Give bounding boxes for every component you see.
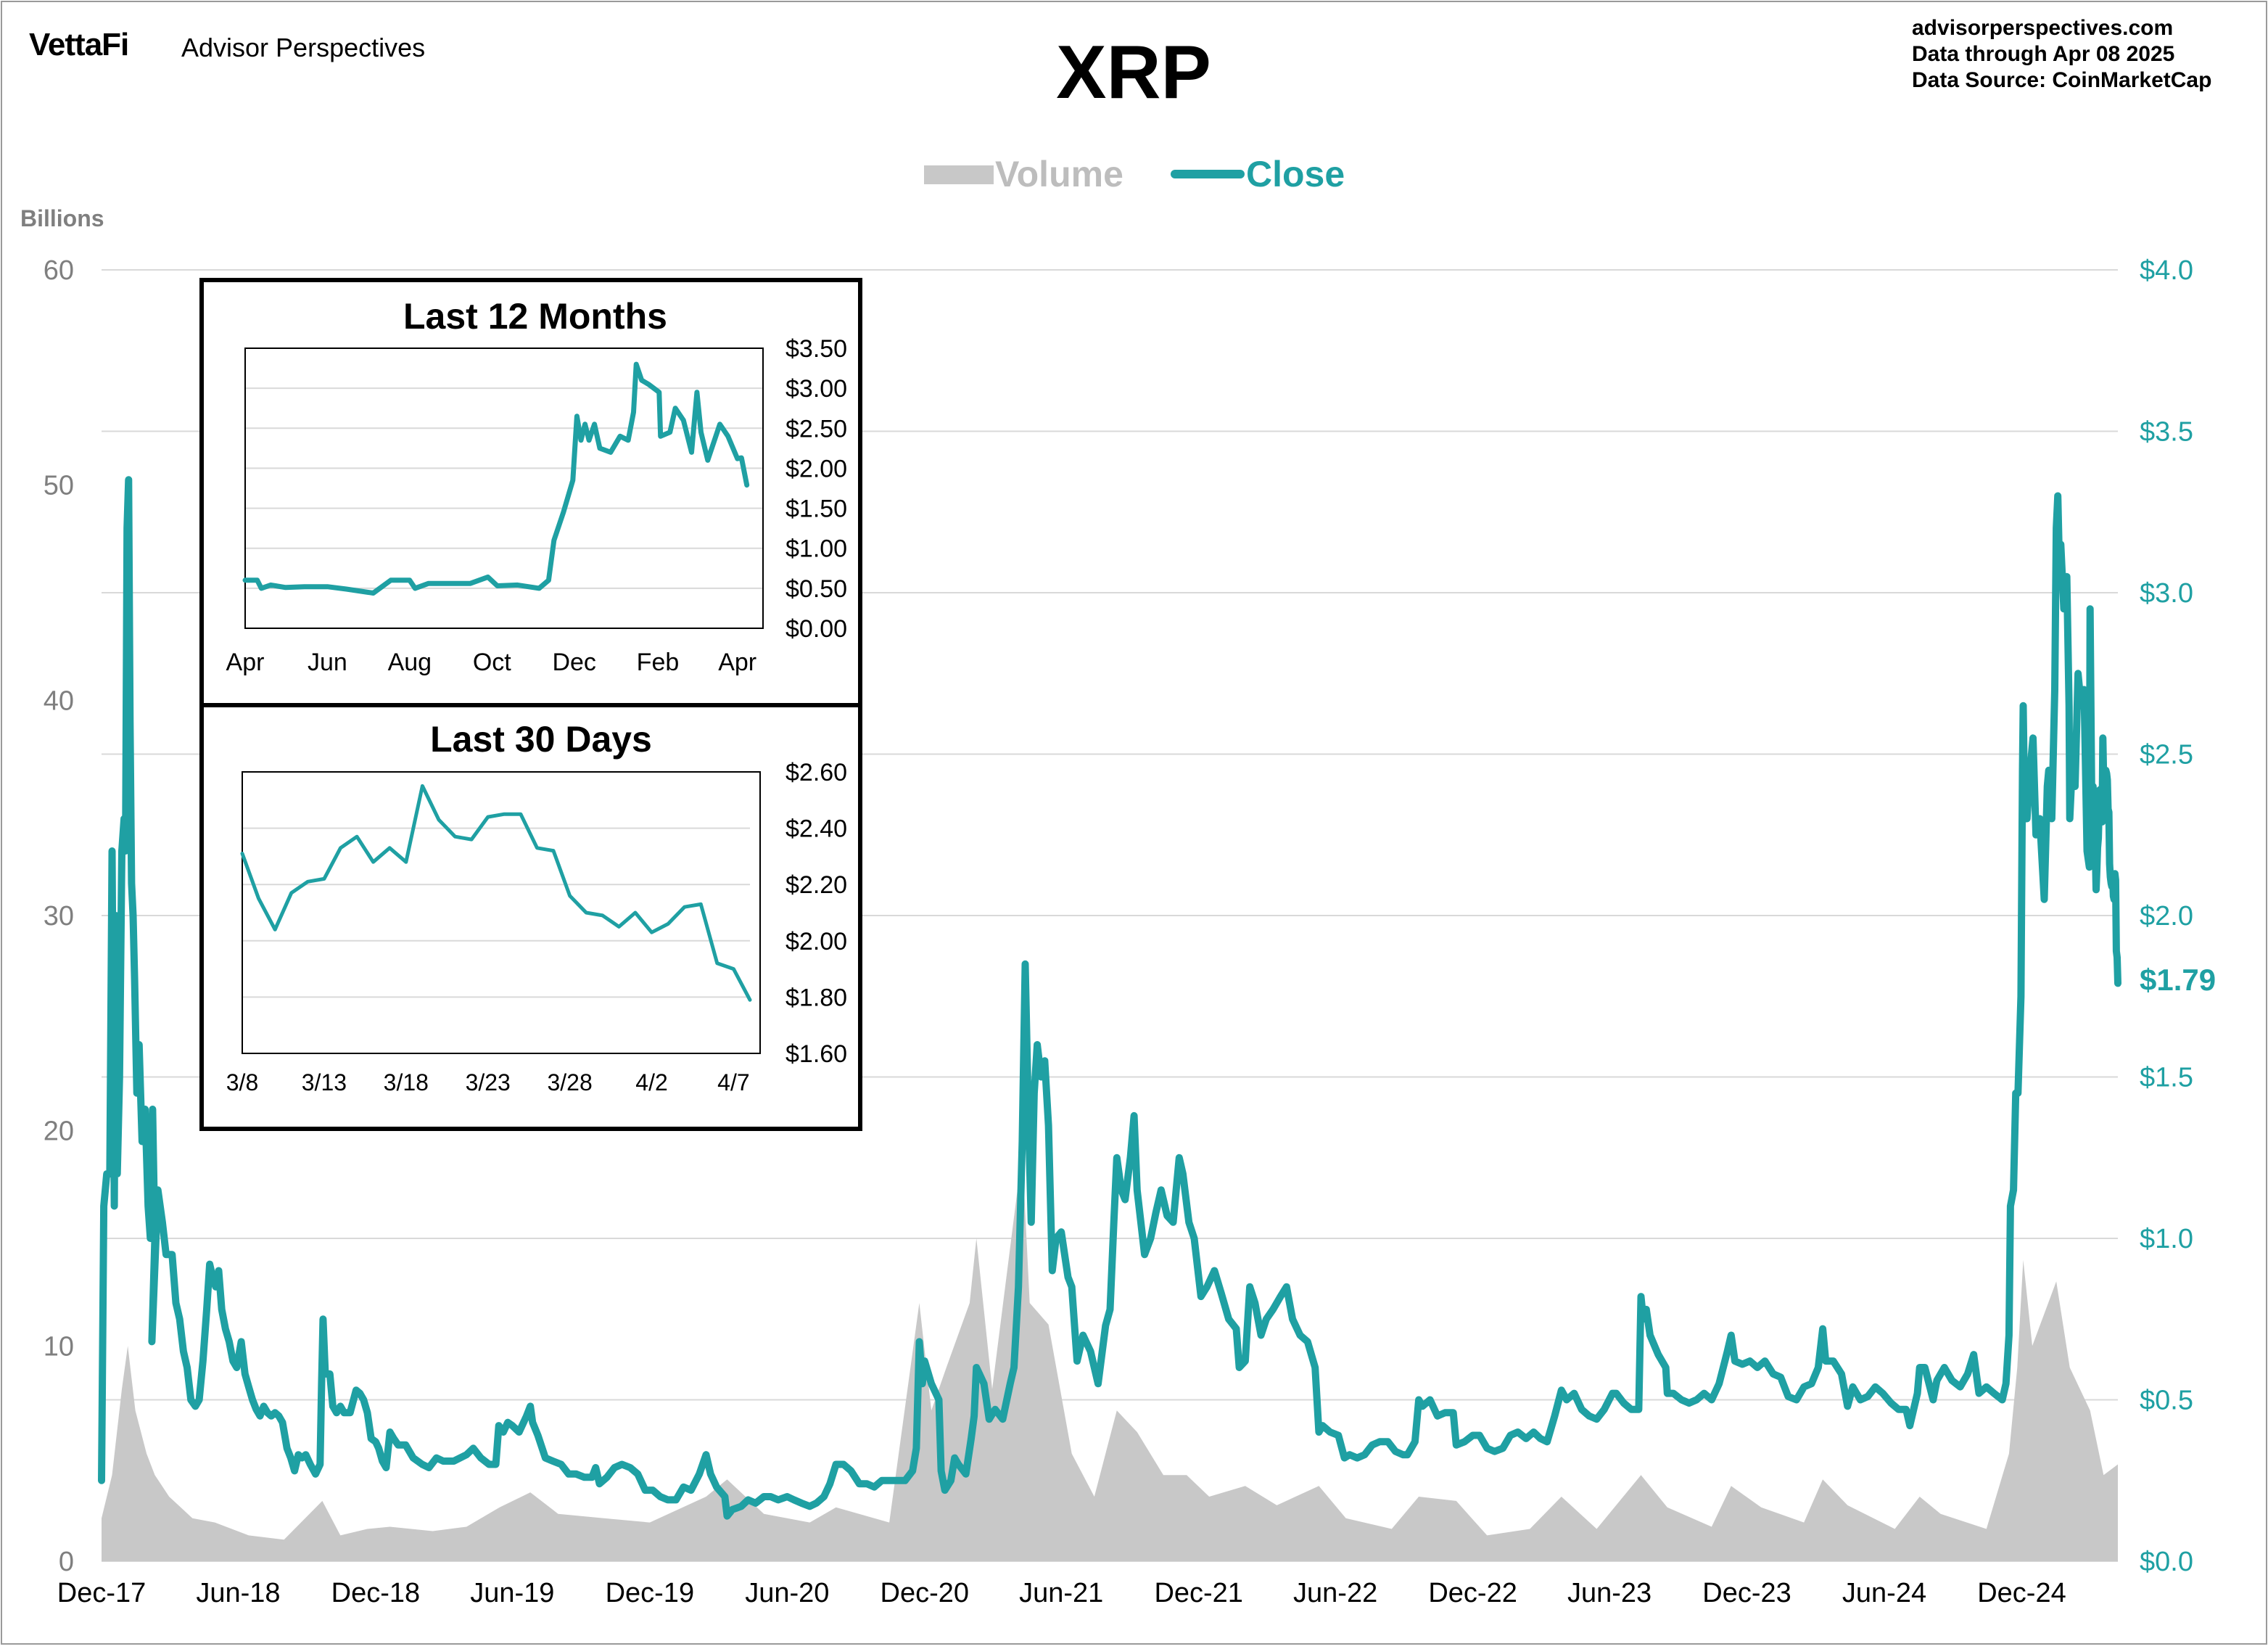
x-tick-label: Dec-19 xyxy=(606,1578,695,1608)
right-axis-ticks: $0.0 $0.5 $1.0 $1.5 $2.0 $2.5 $3.0 $3.5 $4.0 xyxy=(2140,255,2193,1577)
inset-12m-y-ticks: $0.00 $0.50 $1.00 $1.50 $2.00 $2.50 $3.00 $3.50 xyxy=(785,335,847,643)
inset-x-tick-label: 3/18 xyxy=(384,1069,429,1095)
inset-last-30-days: Last 30 Days $1.60 $1.80 $2.00 $2.20 $2.40 $2… xyxy=(199,703,862,1131)
x-tick-label: Dec-23 xyxy=(1702,1578,1791,1608)
inset-y-tick-label: $1.80 xyxy=(785,984,847,1011)
legend-label-volume: Volume xyxy=(995,154,1123,194)
left-tick-label: 50 xyxy=(44,471,74,501)
last-value-label: $1.79 xyxy=(2140,963,2216,997)
x-tick-label: Dec-22 xyxy=(1428,1578,1517,1608)
inset-y-tick-label: $1.00 xyxy=(785,535,847,563)
inset-y-tick-label: $3.50 xyxy=(785,335,847,363)
x-tick-label: Jun-23 xyxy=(1567,1578,1651,1608)
inset-last-12-months: Last 12 Months $0.00 $0.50 $1.00 $1.50 $2.00… xyxy=(199,278,862,707)
right-tick-label: $2.0 xyxy=(2140,901,2193,932)
inset-y-tick-label: $2.20 xyxy=(785,871,847,899)
inset-y-tick-label: $2.40 xyxy=(785,815,847,843)
x-tick-label: Dec-20 xyxy=(881,1578,970,1608)
legend-swatch-volume xyxy=(924,165,994,184)
inset-12m-close-line xyxy=(242,361,750,596)
right-tick-label: $0.5 xyxy=(2140,1386,2193,1416)
x-axis-ticks: Dec-17 Jun-18 Dec-18 Jun-19 Dec-19 Jun-20 Dec-… xyxy=(57,1578,2066,1608)
x-tick-label: Jun-22 xyxy=(1293,1578,1377,1608)
x-tick-label: Jun-19 xyxy=(470,1578,554,1608)
meta-site: advisorperspectives.com xyxy=(1912,16,2173,40)
inset-30d-grid xyxy=(242,827,750,998)
right-tick-label: $1.0 xyxy=(2140,1224,2193,1254)
inset-y-tick-label: $1.50 xyxy=(785,495,847,523)
inset-12m-frame xyxy=(199,278,862,707)
inset-30d-close-line xyxy=(240,784,752,1002)
right-tick-label: $3.0 xyxy=(2140,578,2193,609)
brand-name: Advisor Perspectives xyxy=(181,33,425,62)
inset-y-tick-label: $2.00 xyxy=(785,455,847,482)
left-axis-ticks: 0 10 20 30 40 50 60 xyxy=(44,255,74,1577)
volume-series-area xyxy=(102,1152,2118,1561)
inset-y-tick-label: $2.60 xyxy=(785,759,847,786)
left-tick-label: 60 xyxy=(44,255,74,286)
x-tick-label: Dec-24 xyxy=(1977,1578,2066,1608)
inset-12m-plot-border xyxy=(244,348,764,629)
right-tick-label: $3.5 xyxy=(2140,417,2193,448)
right-tick-label: $4.0 xyxy=(2140,255,2193,286)
inset-x-tick-label: 4/7 xyxy=(717,1069,749,1095)
inset-x-tick-label: Aug xyxy=(388,649,432,676)
inset-x-tick-label: 3/23 xyxy=(466,1069,511,1095)
inset-30d-title: Last 30 Days xyxy=(430,719,652,760)
inset-y-tick-label: $3.00 xyxy=(785,375,847,403)
close-series-line xyxy=(98,476,2121,1520)
left-tick-label: 20 xyxy=(44,1117,74,1147)
right-tick-label: $1.5 xyxy=(2140,1063,2193,1093)
x-tick-label: Jun-21 xyxy=(1019,1578,1103,1608)
meta-date: Data through Apr 08 2025 xyxy=(1912,42,2174,66)
inset-30d-frame xyxy=(199,703,862,1131)
inset-x-tick-label: 4/2 xyxy=(635,1069,667,1095)
right-tick-label: $0.0 xyxy=(2140,1547,2193,1577)
x-tick-label: Dec-21 xyxy=(1154,1578,1243,1608)
inset-30d-y-ticks: $1.60 $1.80 $2.00 $2.20 $2.40 $2.60 xyxy=(785,759,847,1068)
inset-y-tick-label: $1.60 xyxy=(785,1040,847,1068)
x-tick-label: Jun-24 xyxy=(1842,1578,1926,1608)
inset-12m-x-ticks: Apr Jun Aug Oct Dec Feb Apr xyxy=(226,649,757,676)
x-tick-label: Dec-17 xyxy=(57,1578,147,1608)
legend: Volume Close xyxy=(924,154,1345,194)
inset-30d-x-ticks: 3/8 3/13 3/18 3/23 3/28 4/2 4/7 xyxy=(226,1069,750,1095)
inset-30d-plot-border xyxy=(242,771,761,1054)
inset-y-tick-label: $0.00 xyxy=(785,615,847,643)
inset-x-tick-label: 3/8 xyxy=(226,1069,258,1095)
inset-x-tick-label: 3/28 xyxy=(547,1069,592,1095)
inset-x-tick-label: Oct xyxy=(473,649,511,676)
meta-source: Data Source: CoinMarketCap xyxy=(1912,68,2211,92)
inset-x-tick-label: 3/13 xyxy=(302,1069,347,1095)
inset-12m-title: Last 12 Months xyxy=(403,296,667,337)
x-tick-label: Jun-18 xyxy=(196,1578,280,1608)
inset-x-tick-label: Jun xyxy=(308,649,347,676)
left-tick-label: 40 xyxy=(44,686,74,716)
left-axis-title: Billions xyxy=(20,205,104,231)
inset-y-tick-label: $2.50 xyxy=(785,415,847,443)
chart-title: XRP xyxy=(1056,30,1211,115)
inset-y-tick-label: $2.00 xyxy=(785,928,847,955)
inset-x-tick-label: Feb xyxy=(637,649,680,676)
left-tick-label: 30 xyxy=(44,901,74,932)
left-tick-label: 0 xyxy=(59,1547,74,1577)
x-tick-label: Dec-18 xyxy=(331,1578,421,1608)
brand-logo: VettaFi xyxy=(29,27,128,62)
left-tick-label: 10 xyxy=(44,1331,74,1362)
inset-y-tick-label: $0.50 xyxy=(785,575,847,603)
legend-label-close: Close xyxy=(1246,154,1345,194)
inset-x-tick-label: Dec xyxy=(552,649,595,676)
inset-x-tick-label: Apr xyxy=(718,649,756,676)
right-tick-label: $2.5 xyxy=(2140,740,2193,770)
x-tick-label: Jun-20 xyxy=(745,1578,829,1608)
inset-x-tick-label: Apr xyxy=(226,649,265,676)
